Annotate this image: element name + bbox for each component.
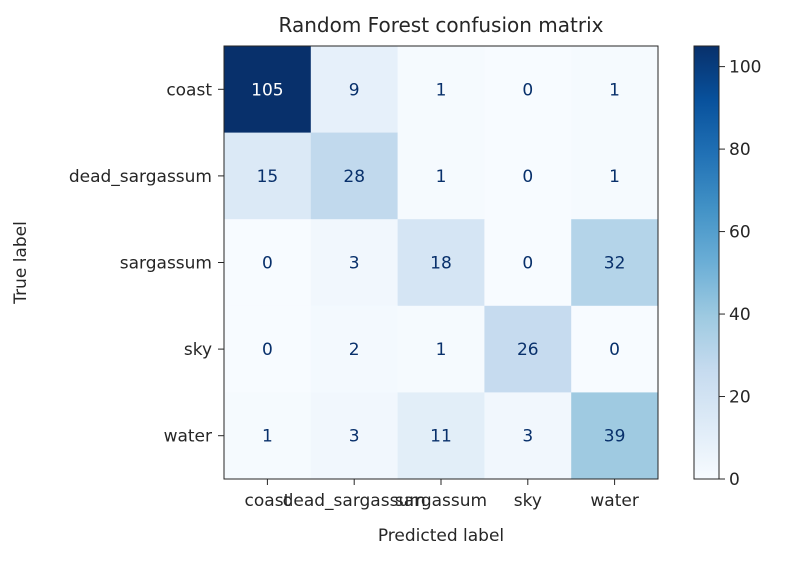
cell-value-label: 39 — [604, 427, 626, 447]
y-axis-ticks: coast dead_sargassum sargassum sky water — [69, 80, 224, 447]
y-tick-label: water — [164, 427, 212, 447]
matrix-cell — [310, 46, 399, 134]
y-axis-label: True label — [11, 221, 31, 305]
matrix-cell — [484, 219, 572, 307]
matrix-cell — [397, 305, 485, 393]
matrix-cell — [484, 132, 572, 220]
cell-value-label: 26 — [517, 340, 539, 360]
colorbar-tick-label: 0 — [729, 470, 740, 490]
matrix-cell — [484, 305, 572, 393]
matrix-cell — [224, 392, 312, 480]
matrix-cell — [571, 46, 659, 134]
cell-value-label: 32 — [604, 254, 626, 274]
matrix-cell — [310, 219, 399, 307]
colorbar-tick-label: 100 — [729, 58, 761, 78]
matrix-cell — [224, 46, 312, 134]
matrix-cell — [397, 46, 485, 134]
matrix-cell — [571, 132, 659, 220]
cell-value-label: 0 — [262, 254, 273, 274]
y-tick-label: sargassum — [120, 254, 212, 274]
cell-value-label: 1 — [609, 167, 620, 187]
cell-value-label: 1 — [436, 80, 447, 100]
chart-title: Random Forest confusion matrix — [279, 13, 604, 37]
cell-value-label: 18 — [430, 254, 452, 274]
cell-value-label: 0 — [522, 167, 533, 187]
cell-value-label: 15 — [257, 167, 279, 187]
matrix-cell — [571, 219, 659, 307]
cell-value-label: 1 — [609, 80, 620, 100]
x-tick-label: coast — [245, 491, 291, 511]
matrix-cell — [571, 392, 659, 480]
cell-value-label: 0 — [522, 254, 533, 274]
cell-value-label: 1 — [262, 427, 273, 447]
cell-value-label: 9 — [349, 80, 360, 100]
matrix-cell — [310, 132, 399, 220]
cell-value-label: 11 — [430, 427, 452, 447]
cell-value-label: 28 — [343, 167, 365, 187]
colorbar: 0 20 40 60 80 100 — [693, 45, 761, 490]
colorbar-tick-label: 60 — [729, 223, 751, 243]
cell-value-label: 0 — [522, 80, 533, 100]
y-tick-label: coast — [166, 80, 212, 100]
colorbar-tick-label: 20 — [729, 388, 751, 408]
x-tick-label: sargassum — [395, 491, 487, 511]
cell-labels: 105 9 1 0 1 15 28 1 0 1 0 3 18 0 32 0 2 1 26 0 1 3 11 3 39 — [251, 80, 625, 446]
matrix-cell — [484, 392, 572, 480]
cell-value-label: 105 — [251, 80, 283, 100]
cell-value-label: 0 — [262, 340, 273, 360]
cell-value-label: 3 — [522, 427, 533, 447]
y-tick-label: dead_sargassum — [69, 167, 212, 187]
matrix-cell — [224, 132, 312, 220]
matrix-cell — [310, 392, 399, 480]
cell-value-label: 1 — [436, 167, 447, 187]
cell-value-label: 1 — [436, 340, 447, 360]
matrix-cell — [310, 305, 399, 393]
cell-value-label: 3 — [349, 254, 360, 274]
x-tick-label: sky — [514, 491, 542, 511]
cell-value-label: 2 — [349, 340, 360, 360]
matrix-cell — [224, 305, 312, 393]
x-tick-label: water — [590, 491, 638, 511]
colorbar-gradient — [693, 45, 720, 480]
matrix-cell — [224, 219, 312, 307]
matrix-cell — [571, 305, 659, 393]
matrix-cells — [223, 45, 659, 480]
x-axis-label: Predicted label — [378, 526, 504, 546]
matrix-cell — [484, 46, 572, 134]
matrix-cell — [397, 132, 485, 220]
x-tick-label: dead_sargassum — [283, 491, 426, 511]
matrix-cell — [397, 392, 485, 480]
cell-value-label: 3 — [349, 427, 360, 447]
matrix-cell — [397, 219, 485, 307]
y-tick-label: sky — [184, 340, 212, 360]
cell-value-label: 0 — [609, 340, 620, 360]
colorbar-tick-label: 40 — [729, 305, 751, 325]
colorbar-tick-label: 80 — [729, 140, 751, 160]
